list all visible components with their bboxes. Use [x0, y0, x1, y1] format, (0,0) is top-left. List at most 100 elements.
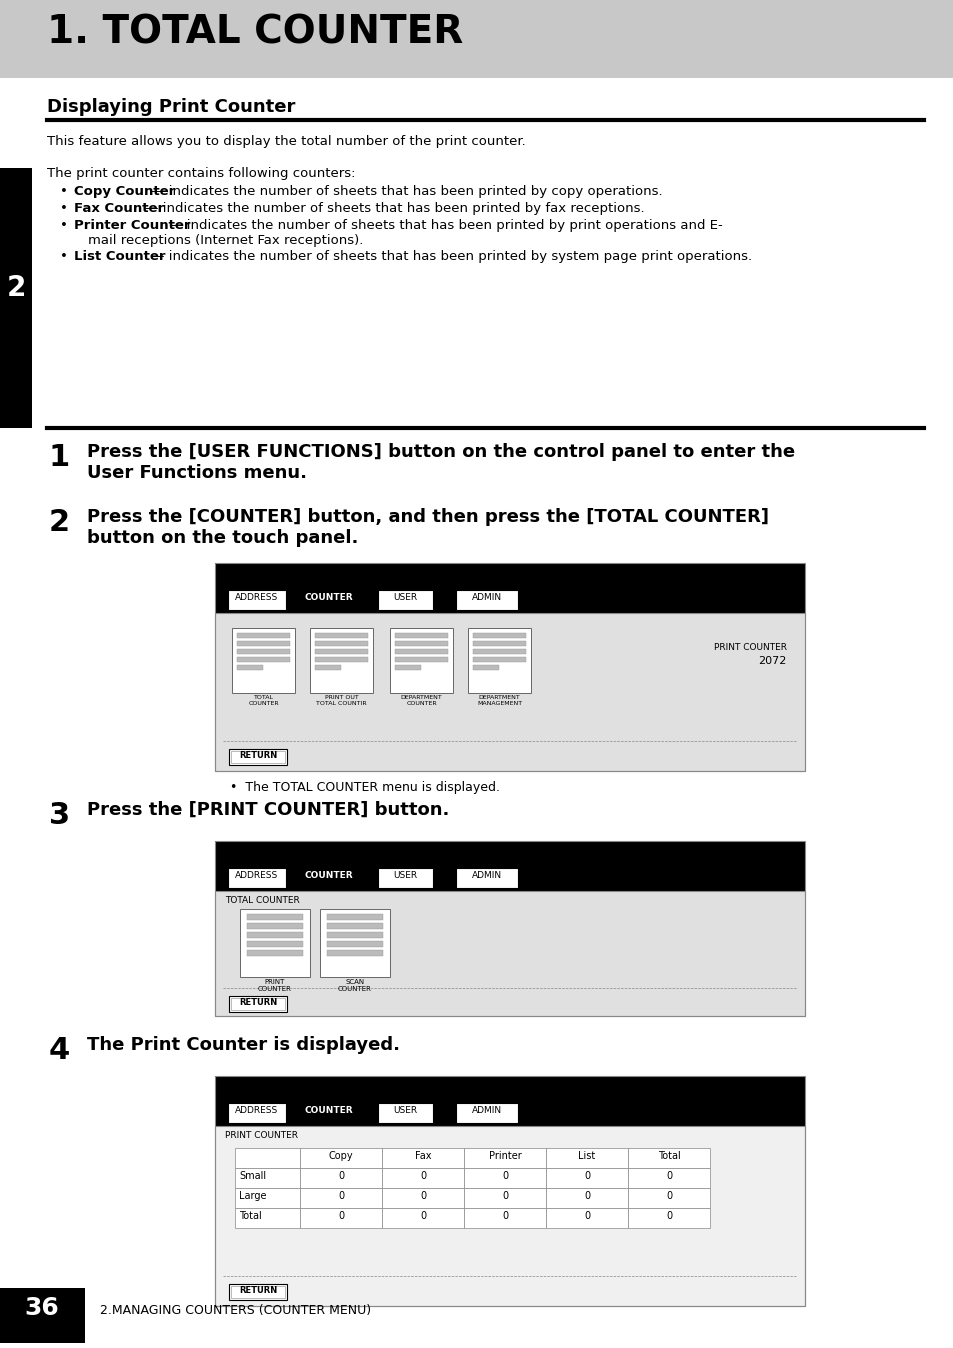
- Bar: [463, 1148, 545, 1167]
- Text: ADMIN: ADMIN: [472, 871, 501, 880]
- Bar: [395, 665, 420, 670]
- Bar: [214, 1126, 804, 1306]
- Bar: [327, 914, 382, 919]
- Text: COUNTER: COUNTER: [304, 1105, 353, 1115]
- Text: 0: 0: [583, 1211, 590, 1221]
- Text: PRINT
COUNTER: PRINT COUNTER: [258, 979, 292, 992]
- Bar: [236, 634, 290, 638]
- Text: Printer: Printer: [488, 1151, 521, 1161]
- Bar: [381, 1148, 463, 1167]
- Text: 0: 0: [501, 1211, 508, 1221]
- Bar: [473, 656, 525, 662]
- Text: 0: 0: [337, 1171, 344, 1181]
- Text: PRINT OUT
TOTAL COUNTIR: PRINT OUT TOTAL COUNTIR: [315, 696, 366, 706]
- Bar: [231, 998, 285, 1010]
- Bar: [377, 1103, 433, 1123]
- Bar: [214, 841, 804, 1016]
- Bar: [214, 563, 804, 613]
- Text: 0: 0: [501, 1192, 508, 1201]
- Bar: [314, 665, 340, 670]
- Bar: [247, 931, 303, 938]
- Text: PRINT COUNTER: PRINT COUNTER: [225, 1131, 297, 1140]
- Bar: [314, 656, 368, 662]
- Bar: [228, 1103, 286, 1123]
- Text: 1. TOTAL COUNTER: 1. TOTAL COUNTER: [47, 13, 463, 53]
- Bar: [319, 909, 390, 977]
- Bar: [545, 1148, 627, 1167]
- Text: RETURN: RETURN: [238, 998, 276, 1007]
- Bar: [247, 941, 303, 948]
- Bar: [299, 1208, 381, 1228]
- Text: Press the [PRINT COUNTER] button.: Press the [PRINT COUNTER] button.: [87, 801, 449, 820]
- Text: COUNTER: COUNTER: [304, 593, 353, 603]
- Bar: [214, 891, 804, 1016]
- Text: Total: Total: [239, 1211, 261, 1221]
- Text: 4: 4: [49, 1037, 71, 1065]
- Text: Total: Total: [657, 1151, 679, 1161]
- Bar: [381, 1208, 463, 1228]
- Bar: [0, 168, 32, 429]
- Bar: [214, 841, 804, 891]
- Text: DEPARTMENT
MANAGEMENT: DEPARTMENT MANAGEMENT: [476, 696, 521, 706]
- Bar: [293, 868, 365, 888]
- Bar: [314, 648, 368, 654]
- Text: ADDRESS: ADDRESS: [235, 871, 278, 880]
- Text: The Print Counter is displayed.: The Print Counter is displayed.: [87, 1037, 399, 1054]
- Bar: [381, 1188, 463, 1208]
- Bar: [229, 1285, 287, 1299]
- Text: 0: 0: [583, 1192, 590, 1201]
- Bar: [214, 1076, 804, 1306]
- Text: TOTAL COUNTER: TOTAL COUNTER: [225, 896, 299, 905]
- Bar: [214, 1076, 804, 1126]
- Bar: [236, 665, 263, 670]
- Bar: [314, 634, 368, 638]
- Text: 0: 0: [665, 1171, 671, 1181]
- Bar: [236, 656, 290, 662]
- Bar: [395, 656, 448, 662]
- Bar: [627, 1208, 709, 1228]
- Text: — indicates the number of sheets that has been printed by print operations and E: — indicates the number of sheets that ha…: [165, 218, 722, 232]
- Bar: [327, 941, 382, 948]
- Bar: [231, 1286, 285, 1298]
- Bar: [229, 749, 287, 766]
- Bar: [473, 634, 525, 638]
- Bar: [627, 1188, 709, 1208]
- Text: 0: 0: [501, 1171, 508, 1181]
- Bar: [228, 590, 286, 611]
- Text: List Counter: List Counter: [74, 249, 165, 263]
- Text: •: •: [60, 202, 68, 214]
- Bar: [456, 1103, 517, 1123]
- Text: •: •: [60, 218, 68, 232]
- Text: Printer Counter: Printer Counter: [74, 218, 191, 232]
- Text: 2: 2: [49, 508, 71, 537]
- Text: 0: 0: [583, 1171, 590, 1181]
- Bar: [468, 628, 531, 693]
- Bar: [234, 1188, 299, 1208]
- Text: mail receptions (Internet Fax receptions).: mail receptions (Internet Fax receptions…: [88, 235, 363, 247]
- Text: ADDRESS: ADDRESS: [235, 1105, 278, 1115]
- Bar: [228, 868, 286, 888]
- Bar: [473, 665, 498, 670]
- Text: TOTAL
COUNTER: TOTAL COUNTER: [248, 696, 278, 706]
- Text: 2: 2: [7, 274, 26, 302]
- Bar: [234, 1167, 299, 1188]
- Text: This feature allows you to display the total number of the print counter.: This feature allows you to display the t…: [47, 135, 525, 148]
- Text: 0: 0: [337, 1192, 344, 1201]
- Text: •  The TOTAL COUNTER menu is displayed.: • The TOTAL COUNTER menu is displayed.: [230, 780, 499, 794]
- Bar: [214, 613, 804, 771]
- Bar: [456, 868, 517, 888]
- Bar: [627, 1167, 709, 1188]
- Text: List: List: [578, 1151, 595, 1161]
- Text: RETURN: RETURN: [238, 1286, 276, 1295]
- Bar: [473, 648, 525, 654]
- Bar: [236, 642, 290, 646]
- Text: Copy: Copy: [329, 1151, 353, 1161]
- Text: Fax: Fax: [415, 1151, 431, 1161]
- Bar: [463, 1208, 545, 1228]
- Text: The print counter contains following counters:: The print counter contains following cou…: [47, 167, 355, 181]
- Bar: [545, 1188, 627, 1208]
- Text: USER: USER: [393, 1105, 417, 1115]
- Text: COUNTER: COUNTER: [304, 871, 353, 880]
- Bar: [314, 642, 368, 646]
- Bar: [234, 1148, 299, 1167]
